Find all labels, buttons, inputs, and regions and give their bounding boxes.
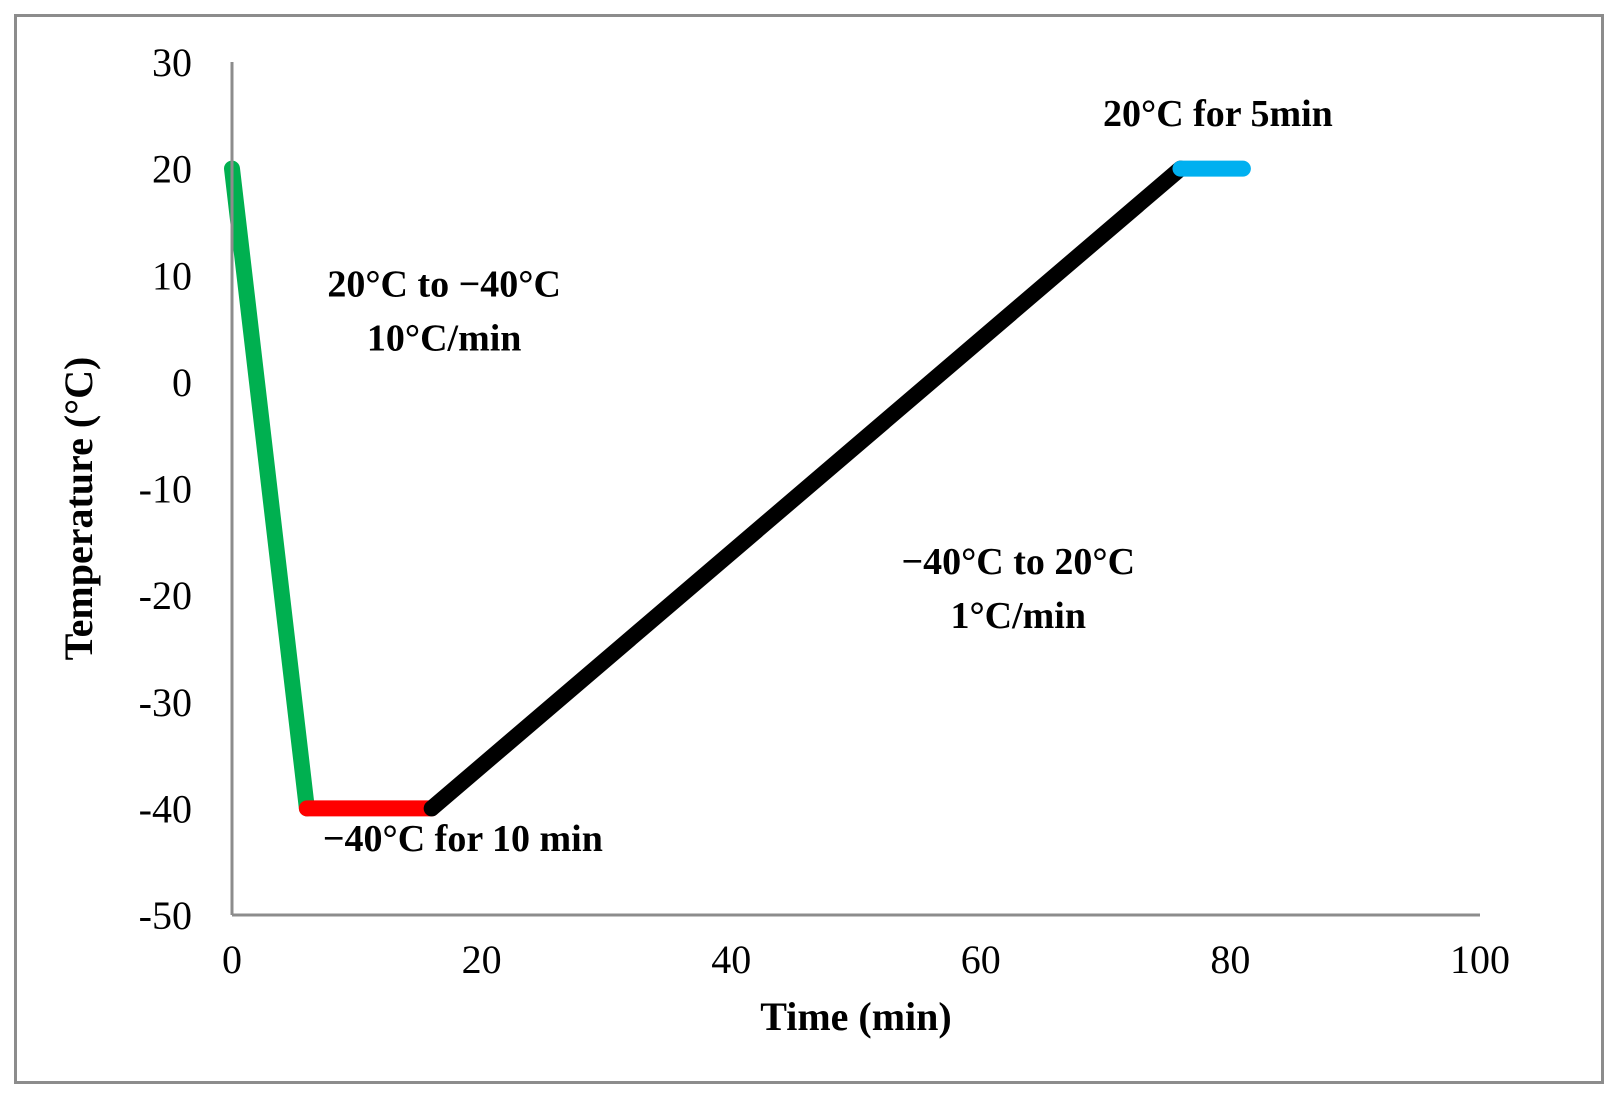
- axes-layer: [230, 62, 1480, 917]
- x-tick-label: 40: [711, 937, 751, 982]
- y-tick-label: -30: [139, 680, 192, 725]
- series-line-1: [224, 160, 315, 817]
- series-line-3: [423, 160, 1189, 817]
- series-layer: [224, 160, 1251, 817]
- x-tick-label: 0: [222, 937, 242, 982]
- annotation-text: 10°C/min: [367, 318, 522, 360]
- annotation-text: −40°C for 10 min: [323, 818, 603, 860]
- x-tick-label: 20: [462, 937, 502, 982]
- y-tick-labels: 30 20 10 0 -10 -20 -30 -40 -50: [139, 40, 192, 938]
- y-axis-title: Temperature (°C): [56, 357, 101, 661]
- annotation-text: 20°C for 5min: [1103, 93, 1333, 135]
- y-tick-label: -40: [139, 786, 192, 831]
- annotation-text: 1°C/min: [950, 595, 1086, 637]
- annotation-text: −40°C to 20°C: [901, 541, 1135, 583]
- annotation-text: 20°C to −40°C: [327, 264, 561, 306]
- x-tick-label: 60: [961, 937, 1001, 982]
- y-tick-label: -10: [139, 467, 192, 512]
- y-tick-label: -50: [139, 893, 192, 938]
- y-tick-label: -20: [139, 573, 192, 618]
- y-tick-label: 0: [172, 360, 192, 405]
- x-tick-labels: 0 20 40 60 80 100: [222, 937, 1510, 982]
- x-axis-title: Time (min): [760, 994, 951, 1039]
- y-tick-label: 20: [152, 147, 192, 192]
- x-tick-label: 80: [1210, 937, 1250, 982]
- y-tick-label: 10: [152, 253, 192, 298]
- annotations: 20°C to −40°C 10°C/min −40°C for 10 min −40…: [323, 93, 1333, 860]
- x-tick-label: 100: [1450, 937, 1510, 982]
- y-tick-label: 30: [152, 40, 192, 85]
